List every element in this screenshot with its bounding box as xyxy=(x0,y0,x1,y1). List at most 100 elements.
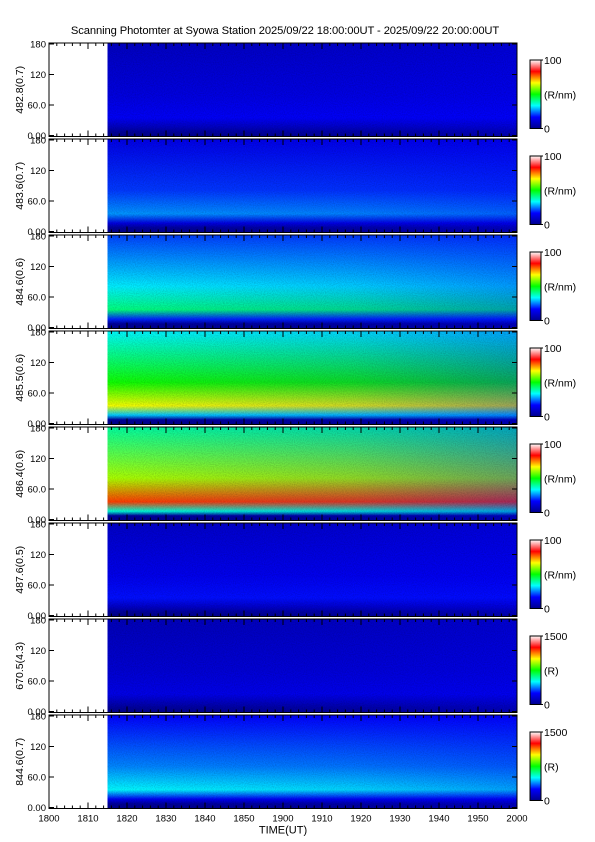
y-tick-label: 180 xyxy=(30,520,46,531)
x-tick-label: 2000 xyxy=(506,814,527,825)
heatmap-noise xyxy=(107,235,517,329)
no-data-region xyxy=(49,235,108,329)
y-tick-label: 120 xyxy=(30,454,46,465)
panel-8: 0.00 60.0 120 180 844.6(0.7) 1500 0 (R) xyxy=(14,712,568,815)
y-tick-label: 0.00 xyxy=(28,707,47,718)
x-tick-label: 1840 xyxy=(194,814,215,825)
x-tick-label: 1910 xyxy=(311,814,332,825)
panel-ylabel: 485.5(0.6) xyxy=(14,354,26,402)
panel-ylabel: 484.6(0.6) xyxy=(14,258,26,306)
y-tick-label: 180 xyxy=(30,328,46,339)
colorbar xyxy=(529,347,542,417)
y-tick-label: 0.00 xyxy=(28,227,47,238)
y-tick-label: 180 xyxy=(30,616,46,627)
colorbar-min-label: 0 xyxy=(544,412,550,424)
panel-6: 0.00 60.0 120 180 487.6(0.5) 100 0 (R/nm) xyxy=(14,520,576,623)
y-tick-label: 120 xyxy=(30,646,46,657)
y-tick-label: 0.00 xyxy=(28,131,47,142)
colorbar xyxy=(529,251,542,321)
y-tick-label: 180 xyxy=(30,712,46,723)
panel-ylabel: 844.6(0.7) xyxy=(14,738,26,786)
no-data-region xyxy=(49,715,108,809)
no-data-region xyxy=(49,523,108,617)
no-data-region xyxy=(49,139,108,233)
heatmap-noise xyxy=(107,427,517,521)
panel-ylabel: 483.6(0.7) xyxy=(14,162,26,210)
no-data-region xyxy=(49,619,108,713)
y-tick-label: 180 xyxy=(30,40,46,51)
colorbar-unit-label: (R/nm) xyxy=(544,569,576,581)
y-tick-label: 120 xyxy=(30,166,46,177)
y-tick-label: 120 xyxy=(30,262,46,273)
x-tick-label: 1820 xyxy=(116,814,137,825)
no-data-region xyxy=(49,43,108,137)
colorbar-max-label: 100 xyxy=(544,535,562,547)
colorbar-max-label: 100 xyxy=(544,343,562,355)
colorbar-min-label: 0 xyxy=(544,604,550,616)
colorbar-unit-label: (R/nm) xyxy=(544,473,576,485)
colorbar xyxy=(529,539,542,609)
y-tick-label: 0.00 xyxy=(28,323,47,334)
heatmap-noise xyxy=(107,523,517,617)
y-tick-label: 0.00 xyxy=(28,515,47,526)
y-tick-label: 180 xyxy=(30,232,46,243)
x-tick-label: 1920 xyxy=(350,814,371,825)
colorbar-unit-label: (R/nm) xyxy=(544,377,576,389)
colorbar-unit-label: (R/nm) xyxy=(544,281,576,293)
y-tick-label: 120 xyxy=(30,358,46,369)
colorbar xyxy=(529,731,542,801)
x-tick-label: 1830 xyxy=(155,814,176,825)
y-tick-label: 120 xyxy=(30,70,46,81)
y-tick-label: 0.00 xyxy=(28,419,47,430)
colorbar-min-label: 0 xyxy=(544,508,550,520)
colorbar-unit-label: (R/nm) xyxy=(544,185,576,197)
y-tick-label: 120 xyxy=(30,742,46,753)
heatmap-noise xyxy=(107,619,517,713)
colorbar-max-label: 100 xyxy=(544,55,562,67)
y-tick-label: 60.0 xyxy=(28,677,47,688)
y-tick-label: 60.0 xyxy=(28,197,47,208)
colorbar xyxy=(529,59,542,129)
panel-ylabel: 670.5(4.3) xyxy=(14,642,26,690)
y-tick-label: 0.00 xyxy=(28,611,47,622)
x-tick-label: 1810 xyxy=(77,814,98,825)
colorbar-max-label: 100 xyxy=(544,151,562,163)
panel-5: 0.00 60.0 120 180 486.4(0.6) 100 0 (R/nm) xyxy=(14,424,576,527)
heatmap-noise xyxy=(107,43,517,137)
no-data-region xyxy=(49,331,108,425)
heatmap-noise xyxy=(107,715,517,809)
x-tick-label: 1950 xyxy=(467,814,488,825)
x-tick-label: 1850 xyxy=(233,814,254,825)
x-tick-label: 1800 xyxy=(38,814,59,825)
colorbar-min-label: 0 xyxy=(544,124,550,136)
heatmap-noise xyxy=(107,331,517,425)
y-tick-label: 60.0 xyxy=(28,485,47,496)
colorbar xyxy=(529,443,542,513)
heatmap-noise xyxy=(107,139,517,233)
y-tick-label: 120 xyxy=(30,550,46,561)
y-tick-label: 60.0 xyxy=(28,101,47,112)
y-tick-label: 60.0 xyxy=(28,389,47,400)
colorbar-max-label: 1500 xyxy=(544,727,568,739)
panel-1: 0.00 60.0 120 180 482.8(0.7) 100 0 (R/nm) xyxy=(14,40,576,143)
panel-4: 0.00 60.0 120 180 485.5(0.6) 100 0 (R/nm) xyxy=(14,328,576,431)
colorbar-unit-label: (R/nm) xyxy=(544,89,576,101)
panel-ylabel: 486.4(0.6) xyxy=(14,450,26,498)
colorbar-max-label: 1500 xyxy=(544,631,568,643)
x-tick-label: 1930 xyxy=(389,814,410,825)
colorbar-min-label: 0 xyxy=(544,796,550,808)
x-tick-label: 1900 xyxy=(272,814,293,825)
panel-ylabel: 487.6(0.5) xyxy=(14,546,26,594)
panel-3: 0.00 60.0 120 180 484.6(0.6) 100 0 (R/nm) xyxy=(14,232,576,335)
panel-7: 0.00 60.0 120 180 670.5(4.3) 1500 0 (R) xyxy=(14,616,568,719)
colorbar xyxy=(529,635,542,705)
y-tick-label: 180 xyxy=(30,136,46,147)
colorbar-max-label: 100 xyxy=(544,247,562,259)
y-tick-label: 60.0 xyxy=(28,293,47,304)
colorbar-unit-label: (R) xyxy=(544,665,559,677)
y-tick-label: 180 xyxy=(30,424,46,435)
colorbar xyxy=(529,155,542,225)
no-data-region xyxy=(49,427,108,521)
colorbar-min-label: 0 xyxy=(544,316,550,328)
